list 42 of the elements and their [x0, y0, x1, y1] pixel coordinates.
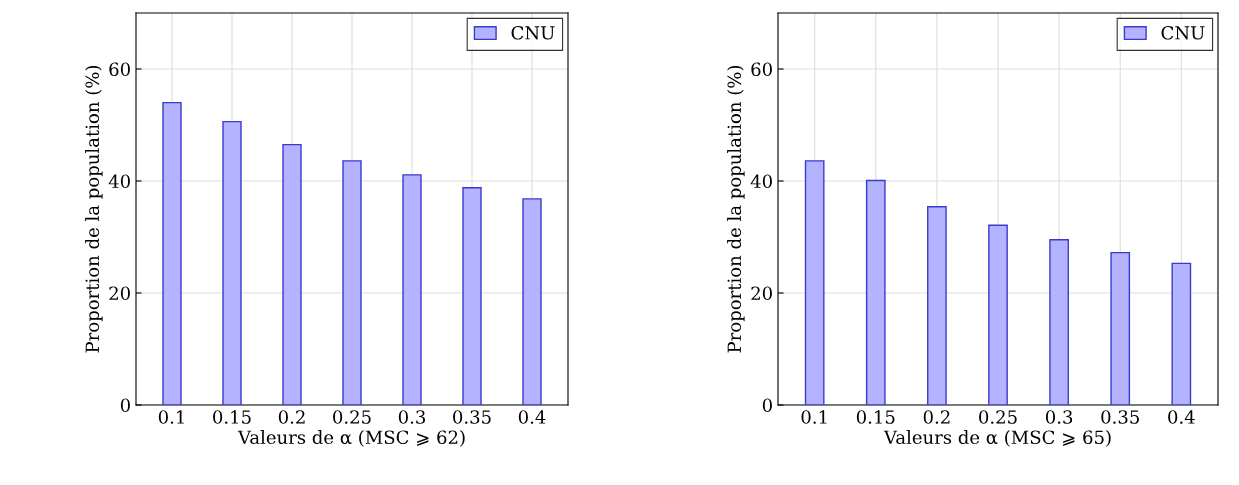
x-tick-label: 0.25	[979, 410, 1017, 424]
y-tick-label: 20	[109, 286, 130, 301]
bar	[162, 101, 182, 405]
bar	[342, 160, 362, 405]
bar	[522, 198, 542, 405]
y-tick-label: 0	[120, 398, 130, 413]
y-tick-label: 60	[109, 62, 130, 77]
legend-label: CNU	[1161, 25, 1205, 40]
x-tick-label: 0.35	[1101, 410, 1139, 424]
bar	[1110, 251, 1131, 405]
y-tick-label: 40	[750, 174, 772, 189]
x-tick-label: 0.1	[158, 410, 184, 424]
x-tick-label: 0.2	[923, 410, 950, 424]
x-tick-label: 0.4	[518, 410, 546, 424]
bar	[222, 120, 242, 405]
bar	[282, 143, 302, 405]
y-tick-label: 40	[108, 174, 130, 189]
y-axis-title: Proportion de la population (%)	[85, 65, 103, 353]
x-axis-title: Valeurs de α (MSC ⩾ 65)	[883, 430, 1111, 447]
x-tick-label: 0.15	[213, 410, 251, 424]
x-tick-label: 0.4	[1168, 410, 1195, 424]
x-tick-label: 0.3	[1045, 410, 1073, 424]
bar	[462, 187, 482, 405]
bar	[1171, 262, 1192, 405]
y-tick-label: 0	[762, 398, 772, 413]
bar	[402, 174, 422, 405]
y-axis-title: Proportion de la population (%)	[727, 65, 745, 353]
x-tick-label: 0.25	[333, 410, 371, 424]
bar	[1049, 239, 1069, 405]
bar	[804, 160, 825, 405]
x-tick-label: 0.35	[453, 410, 491, 424]
y-tick-label: 60	[751, 62, 772, 77]
x-tick-label: 0.2	[278, 410, 305, 424]
x-tick-label: 0.15	[856, 410, 895, 424]
x-tick-label: 0.3	[398, 410, 426, 424]
bar	[865, 179, 886, 405]
bar	[927, 206, 947, 405]
x-tick-label: 0.1	[801, 410, 827, 424]
x-axis-title: Valeurs de α (MSC ⩾ 62)	[237, 430, 465, 447]
y-tick-label: 20	[751, 286, 772, 301]
legend-label: CNU	[511, 25, 555, 40]
bar	[988, 224, 1008, 405]
